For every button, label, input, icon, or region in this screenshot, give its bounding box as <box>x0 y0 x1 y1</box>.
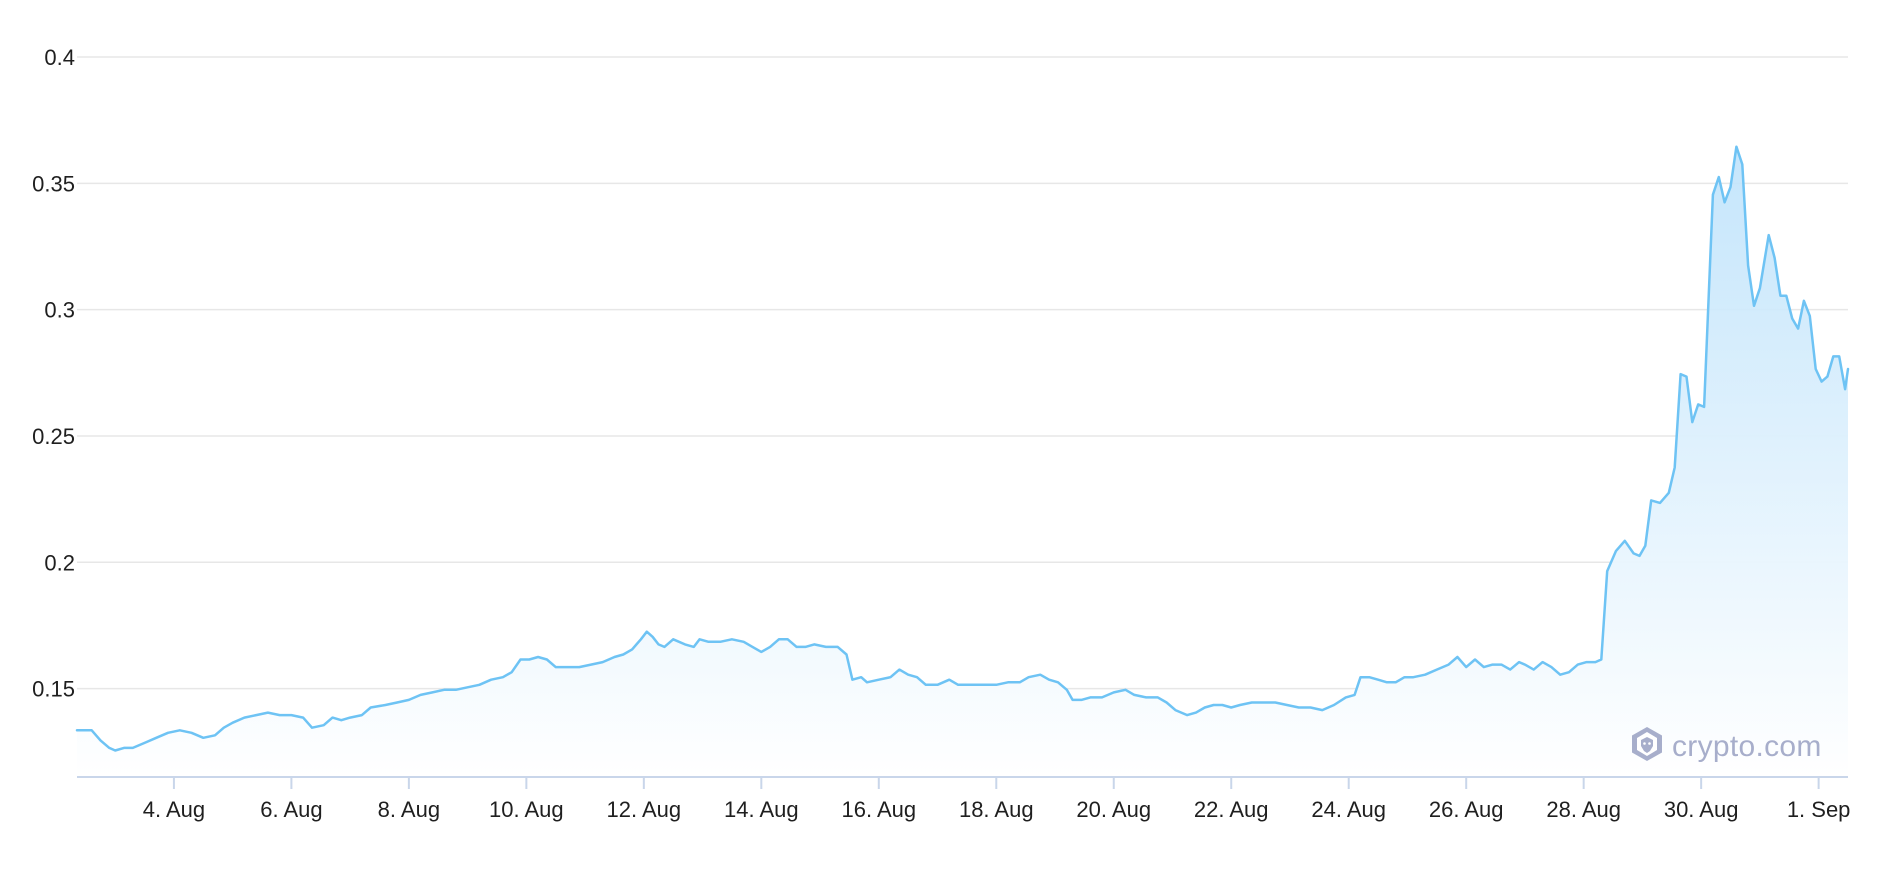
x-tick-label: 1. Sep <box>1787 797 1851 822</box>
x-tick-label: 28. Aug <box>1546 797 1621 822</box>
x-tick-label: 18. Aug <box>959 797 1034 822</box>
watermark-text: crypto.com <box>1672 729 1822 763</box>
x-tick-label: 10. Aug <box>489 797 564 822</box>
x-tick-label: 4. Aug <box>143 797 205 822</box>
x-tick-label: 30. Aug <box>1664 797 1739 822</box>
crypto-com-lion-shield-icon <box>1630 726 1664 767</box>
crypto-com-watermark: crypto.com <box>1630 726 1822 767</box>
gridlines <box>77 56 1848 690</box>
x-axis-ticks <box>172 777 1820 789</box>
y-tick-label: 0.15 <box>32 677 75 702</box>
x-tick-label: 22. Aug <box>1194 797 1269 822</box>
x-tick-label: 6. Aug <box>260 797 322 822</box>
x-tick-label: 14. Aug <box>724 797 799 822</box>
y-tick-label: 0.25 <box>32 424 75 449</box>
price-line[interactable] <box>75 145 1850 752</box>
x-tick-label: 20. Aug <box>1076 797 1151 822</box>
x-tick-label: 16. Aug <box>841 797 916 822</box>
price-area-fill <box>77 146 1848 777</box>
x-tick-label: 12. Aug <box>607 797 682 822</box>
y-tick-label: 0.3 <box>44 298 75 323</box>
x-axis-labels: 4. Aug 6. Aug 8. Aug 10. Aug 12. Aug 14. Aug 1… <box>143 797 1851 822</box>
x-tick-label: 26. Aug <box>1429 797 1504 822</box>
y-tick-label: 0.2 <box>44 550 75 575</box>
x-tick-label: 8. Aug <box>378 797 440 822</box>
y-tick-label: 0.35 <box>32 171 75 196</box>
x-tick-label: 24. Aug <box>1311 797 1386 822</box>
y-axis-labels: 0.15 0.2 0.25 0.3 0.35 0.4 <box>32 45 75 702</box>
y-tick-label: 0.4 <box>44 45 75 70</box>
